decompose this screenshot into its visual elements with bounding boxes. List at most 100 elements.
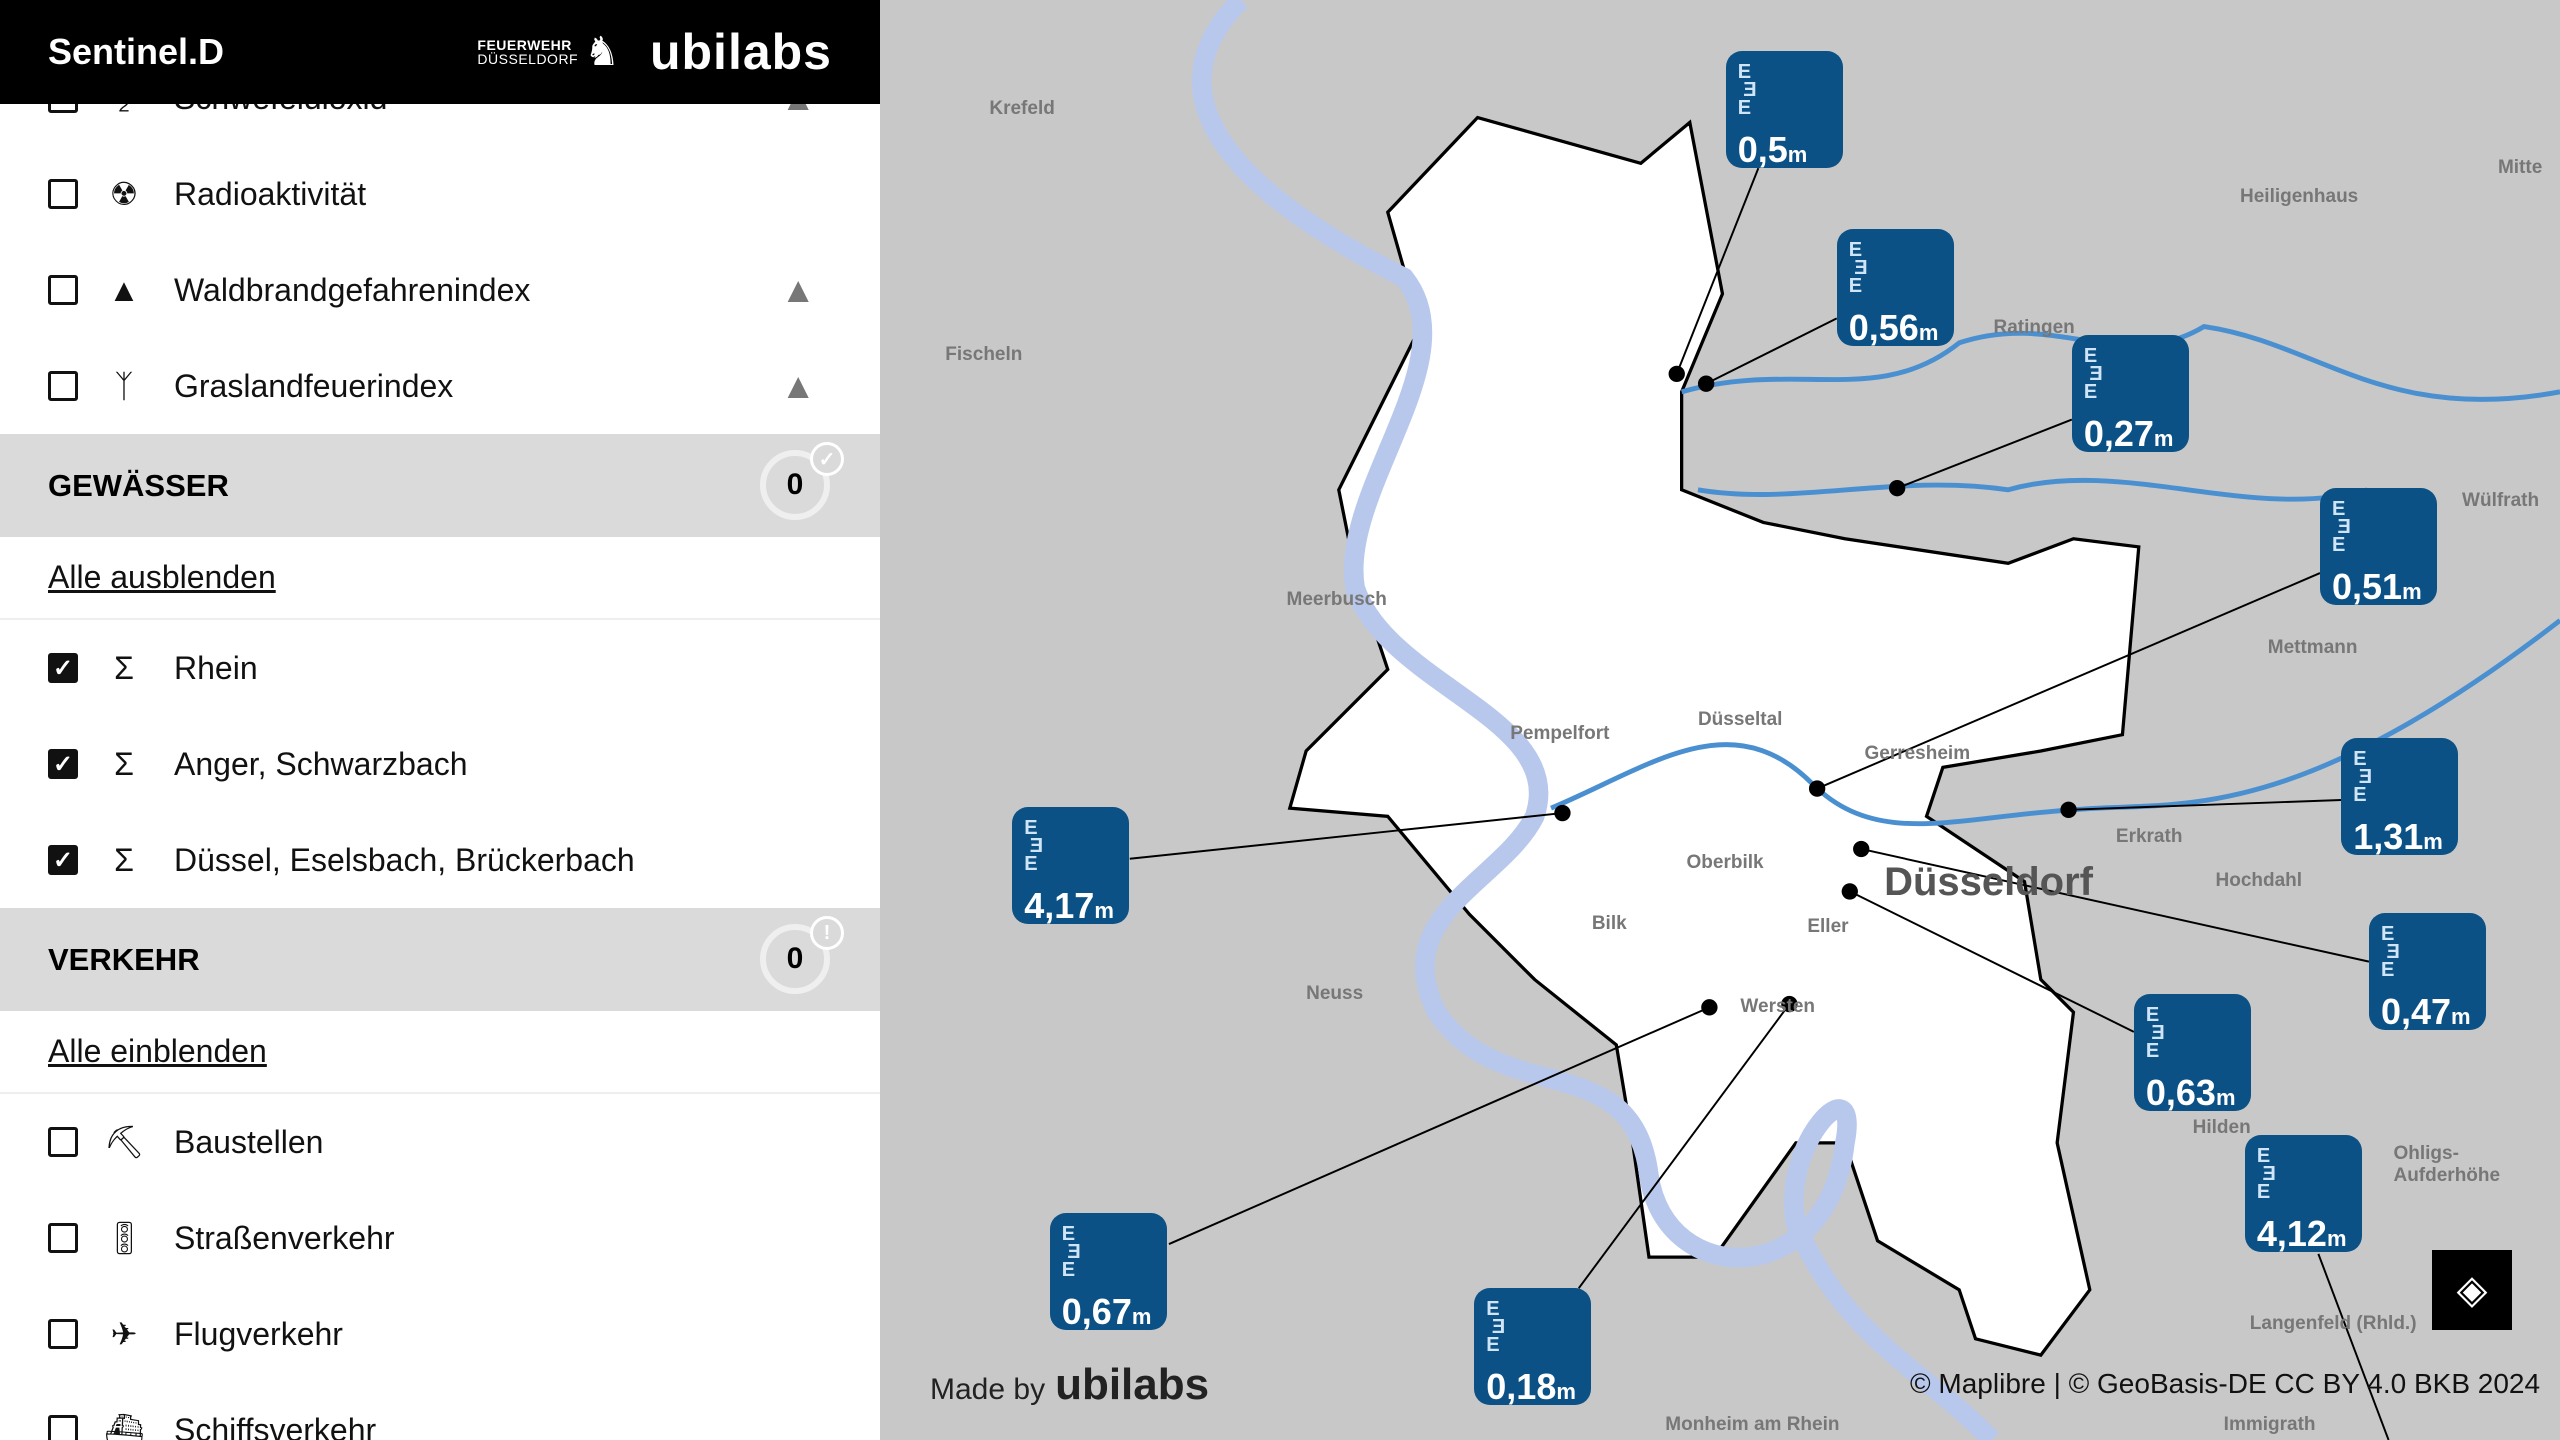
checkbox[interactable] [48,1223,78,1253]
gauge-value: 0,18m [1486,1366,1576,1408]
place-label: Meerbusch [1286,589,1387,611]
gauge-leader-line [1577,1003,1791,1289]
gauge-leader-line [2317,1253,2390,1440]
gauge-leader-line [1129,812,1563,860]
gauge-badge[interactable]: E Ǝ E 1,31m [2341,737,2459,857]
gauge-icon: Ʃ [114,649,134,686]
sidebar: Sentinel.D FEUERWEHR DÜSSELDORF ♞ ubilabs… [0,0,880,1440]
map[interactable]: Krefeld Heiligenhaus Mettmann Wülfrath Fisch… [880,0,2560,1440]
place-label: Mettmann [2267,636,2358,658]
layer-item-radioaktivitaet[interactable]: ☢ Radioaktivität [0,146,880,242]
place-label: Heiligenhaus [2240,186,2359,208]
hide-all-link[interactable]: Alle ausblenden [0,537,880,620]
layer-item-rhein[interactable]: ✓ Ʃ Rhein [0,620,880,716]
gauge-badge[interactable]: E Ǝ E 4,12m [2244,1134,2362,1254]
place-label: Krefeld [989,97,1055,119]
place-label: Wersten [1740,995,1816,1017]
gauge-badge[interactable]: E Ǝ E 0,67m [1049,1213,1167,1333]
item-label: Düssel, Eselsbach, Brückerbach [174,841,635,878]
gauge-location-dot [1841,883,1858,900]
gauge-location-dot [1853,840,1870,858]
gauge-leader-line [1675,167,1760,375]
gauge-value: 4,17m [1024,884,1114,926]
gauge-badge[interactable]: E Ǝ E 0,18m [1474,1288,1592,1408]
item-label: Schiffsverkehr [174,1411,377,1440]
layer-item-flugverkehr[interactable]: ✈ Flugverkehr [0,1286,880,1382]
layer-item-strassenverkehr[interactable]: 🚦︎ Straßenverkehr [0,1190,880,1286]
gauge-location-dot [1554,804,1571,822]
gauge-value: 0,47m [2380,990,2471,1032]
gauge-badge[interactable]: E Ǝ E 0,51m [2320,488,2437,607]
gauge-leader-line [1816,572,2321,790]
gauge-value: 0,67m [1061,1291,1152,1333]
checkbox[interactable] [48,275,78,305]
gauge-value: 0,27m [2083,412,2174,454]
place-label: Bilk [1591,912,1627,934]
app-title: Sentinel.D [48,31,225,72]
place-label: Hochdahl [2215,870,2303,892]
forest-icon: ▲ [108,271,140,308]
layer-item-anger[interactable]: ✓ Ʃ Anger, Schwarzbach [0,716,880,812]
checkbox[interactable]: ✓ [48,845,78,875]
duessel-river [1550,477,2560,827]
checkbox[interactable] [48,1127,78,1157]
gauge-leader-lines [1129,167,2390,1440]
section-gewaesser[interactable]: GEWÄSSER 0 ✓ [0,434,880,537]
place-label: Langenfeld (Rhld.) [2249,1312,2417,1334]
gauge-location-dot [1668,365,1685,383]
gauge-badge[interactable]: E Ǝ E 4,17m [1012,806,1130,926]
checkbox[interactable] [48,1319,78,1349]
gauge-badge[interactable]: E Ǝ E 0,47m [2368,912,2486,1032]
radiation-icon: ☢ [109,176,139,212]
check-icon: ✓ [810,442,844,476]
gauge-location-dot [2060,801,2077,818]
count-badge: 0 ✓ [760,442,844,520]
gauge-value: 0,56m [1848,306,1939,348]
item-label: Rhein [174,649,258,686]
checkbox[interactable]: ✓ [48,653,78,683]
layers-button[interactable]: ◈ [2432,1250,2512,1330]
gauge-icon: Ʃ [114,745,134,782]
section-verkehr[interactable]: VERKEHR 0! [0,908,880,1011]
layer-item-duessel[interactable]: ✓ Ʃ Düssel, Eselsbach, Brückerbach [0,812,880,908]
place-label: Mitte [2497,156,2543,178]
show-all-link[interactable]: Alle einblenden [0,1011,880,1094]
section-title: VERKEHR [48,941,200,977]
ship-icon: ⛴ [104,1412,145,1440]
place-label: Eller [1807,915,1849,937]
layer-item-schiffsverkehr[interactable]: ⛴ Schiffsverkehr [0,1382,880,1440]
checkbox[interactable] [48,371,78,401]
item-label: Baustellen [174,1123,324,1160]
gauge-location-dot [1701,999,1718,1016]
place-label: Erkrath [2115,826,2183,848]
gauge-badge[interactable]: E Ǝ E 0,56m [1836,228,1954,348]
feuerwehr-logo: FEUERWEHR DÜSSELDORF [477,37,579,67]
layers-icon: ◈ [2456,1268,2488,1312]
gauge-leader-line [2068,799,2342,811]
checkbox[interactable] [48,179,78,209]
lion-crest-icon: ♞ [584,30,620,74]
layer-item-waldbrand[interactable]: ▲ Waldbrandgefahrenindex ▲ [0,242,880,338]
layer-item-baustellen[interactable]: ⛏ Baustellen [0,1094,880,1190]
warning-icon: ▲ [780,365,816,406]
gauge-badge[interactable]: E Ǝ E 0,5m [1725,50,1843,170]
gauge-value: 4,12m [2256,1212,2347,1254]
checkbox[interactable]: ✓ [48,749,78,779]
layer-item-grasland[interactable]: ᛉ Graslandfeuerindex ▲ [0,338,880,434]
place-label: Oberbilk [1686,852,1764,874]
gauge-leader-line [1168,1006,1710,1245]
count-badge: 0! [760,916,844,994]
gauge-location-dot [1888,480,1906,497]
gauge-location-dot [1808,780,1826,797]
gauge-badge[interactable]: E Ǝ E 0,63m [2133,994,2251,1113]
checkbox[interactable] [48,1415,78,1440]
gauge-badge[interactable]: E Ǝ E 0,27m [2071,334,2189,454]
map-attribution[interactable]: © Maplibre | © GeoBasis-DE CC BY 4.0 BKB… [1910,1368,2541,1399]
made-by-credit[interactable]: Made by ubilabs [930,1360,1210,1409]
